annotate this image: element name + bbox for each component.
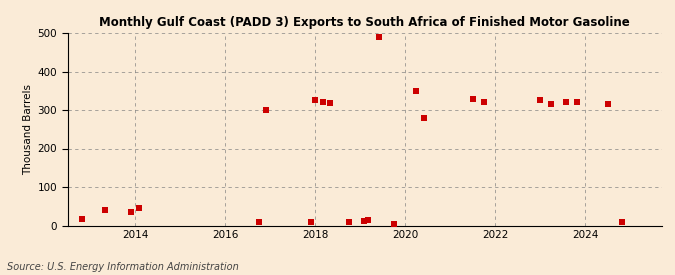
Point <box>546 102 557 106</box>
Point <box>126 210 137 214</box>
Point <box>317 100 328 104</box>
Point <box>572 100 583 104</box>
Title: Monthly Gulf Coast (PADD 3) Exports to South Africa of Finished Motor Gasoline: Monthly Gulf Coast (PADD 3) Exports to S… <box>99 16 630 29</box>
Point <box>373 35 384 39</box>
Point <box>535 98 545 103</box>
Point <box>418 116 429 120</box>
Point <box>261 108 272 112</box>
Point <box>617 219 628 224</box>
Point <box>344 219 354 224</box>
Point <box>99 208 110 212</box>
Point <box>310 98 321 103</box>
Point <box>411 89 422 93</box>
Point <box>561 100 572 104</box>
Point <box>77 216 88 221</box>
Point <box>479 100 489 104</box>
Point <box>306 220 317 225</box>
Point <box>362 218 373 222</box>
Point <box>253 219 264 224</box>
Point <box>133 206 144 210</box>
Point <box>467 97 478 101</box>
Point <box>325 101 335 105</box>
Point <box>602 102 613 106</box>
Point <box>358 219 369 223</box>
Y-axis label: Thousand Barrels: Thousand Barrels <box>24 84 33 175</box>
Text: Source: U.S. Energy Information Administration: Source: U.S. Energy Information Administ… <box>7 262 238 272</box>
Point <box>388 221 399 226</box>
